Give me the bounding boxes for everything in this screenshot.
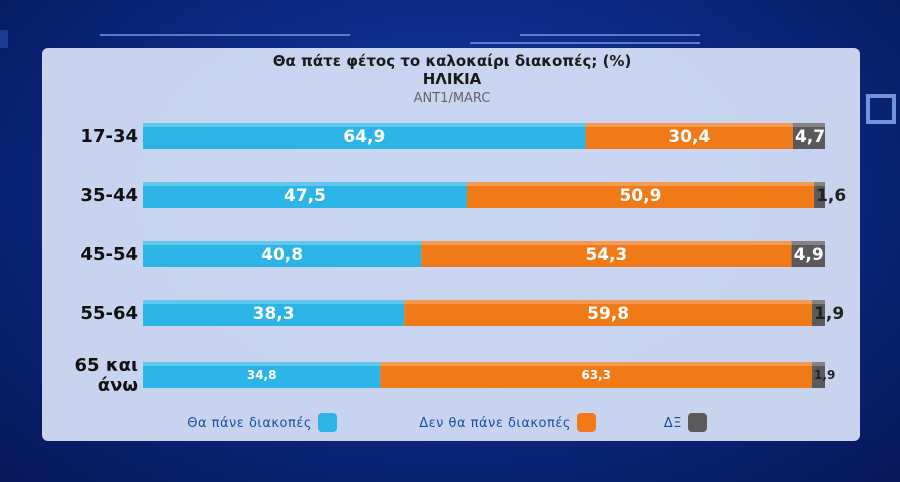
bar-no [585,123,793,149]
category-label: 17-34 [80,126,138,147]
bar-highlight [143,241,422,245]
category-label: 45-54 [80,244,138,265]
bar-no [421,241,792,267]
chart-subtitle: ΗΛΙΚΙΑ [423,70,482,88]
bar-no [404,300,813,326]
decor-line [470,42,700,44]
bar-no [466,182,815,208]
value-label: 4,7 [795,127,825,147]
bar-highlight [143,182,467,186]
bar-yes [143,123,586,149]
bar-highlight [792,123,825,127]
decor-line [520,34,700,36]
bar-yes [143,300,405,326]
bar-highlight [791,241,825,245]
decor-line [100,34,350,36]
value-label: 34,8 [247,368,277,382]
decor-square [866,94,896,124]
bar-highlight [380,362,813,366]
chart-title: Θα πάτε φέτος το καλοκαίρι διακοπές; (%) [273,52,632,70]
bar-highlight [585,123,793,127]
bar-no [380,362,813,388]
legend-swatch-yes [318,413,337,432]
value-label: 1,6 [816,186,846,206]
bar-yes [143,362,381,388]
legend-label: ΔΞ [664,416,682,431]
value-label: 63,3 [581,368,611,382]
bar-highlight [812,300,825,304]
category-label: 55-64 [80,303,138,324]
category-label-line: άνω [98,375,138,396]
value-label: 4,9 [794,245,824,265]
bar-dk [812,362,825,388]
value-label: 1,9 [814,368,835,382]
chart-source: ANT1/MARC [414,91,491,106]
bar-highlight [466,182,815,186]
bar-dk [792,123,825,149]
bar-highlight [404,300,813,304]
bar-highlight [814,182,825,186]
legend-label: Θα πάνε διακοπές [187,416,312,431]
legend-label: Δεν θα πάνε διακοπές [419,416,571,431]
value-label: 54,3 [585,245,627,265]
bar-yes [143,182,467,208]
legend-swatch-dk [688,413,707,432]
value-label: 59,8 [587,304,629,324]
value-label: 47,5 [284,186,326,206]
bar-dk [814,182,825,208]
bar-highlight [143,123,586,127]
value-label: 38,3 [253,304,295,324]
bar-dk [791,241,825,267]
bar-highlight [421,241,792,245]
value-label: 30,4 [668,127,710,147]
value-label: 64,9 [343,127,385,147]
bar-yes [143,241,422,267]
bar-highlight [812,362,825,366]
legend: Θα πάνε διακοπές Δεν θα πάνε διακοπές ΔΞ [187,413,707,432]
value-label: 1,9 [814,304,844,324]
bars-group: 17-34 64,9 30,4 4,7 35-44 47,5 50,9 1,6 45-54 40,… [75,123,846,396]
value-label: 40,8 [261,245,303,265]
legend-swatch-no [577,413,596,432]
bar-highlight [143,300,405,304]
bar-highlight [143,362,381,366]
category-label-line: 65 και [75,355,138,376]
category-label: 65 και άνω [75,355,138,396]
bar-dk [812,300,825,326]
value-label: 50,9 [620,186,662,206]
category-label: 35-44 [80,185,138,206]
decor-block [0,30,8,48]
